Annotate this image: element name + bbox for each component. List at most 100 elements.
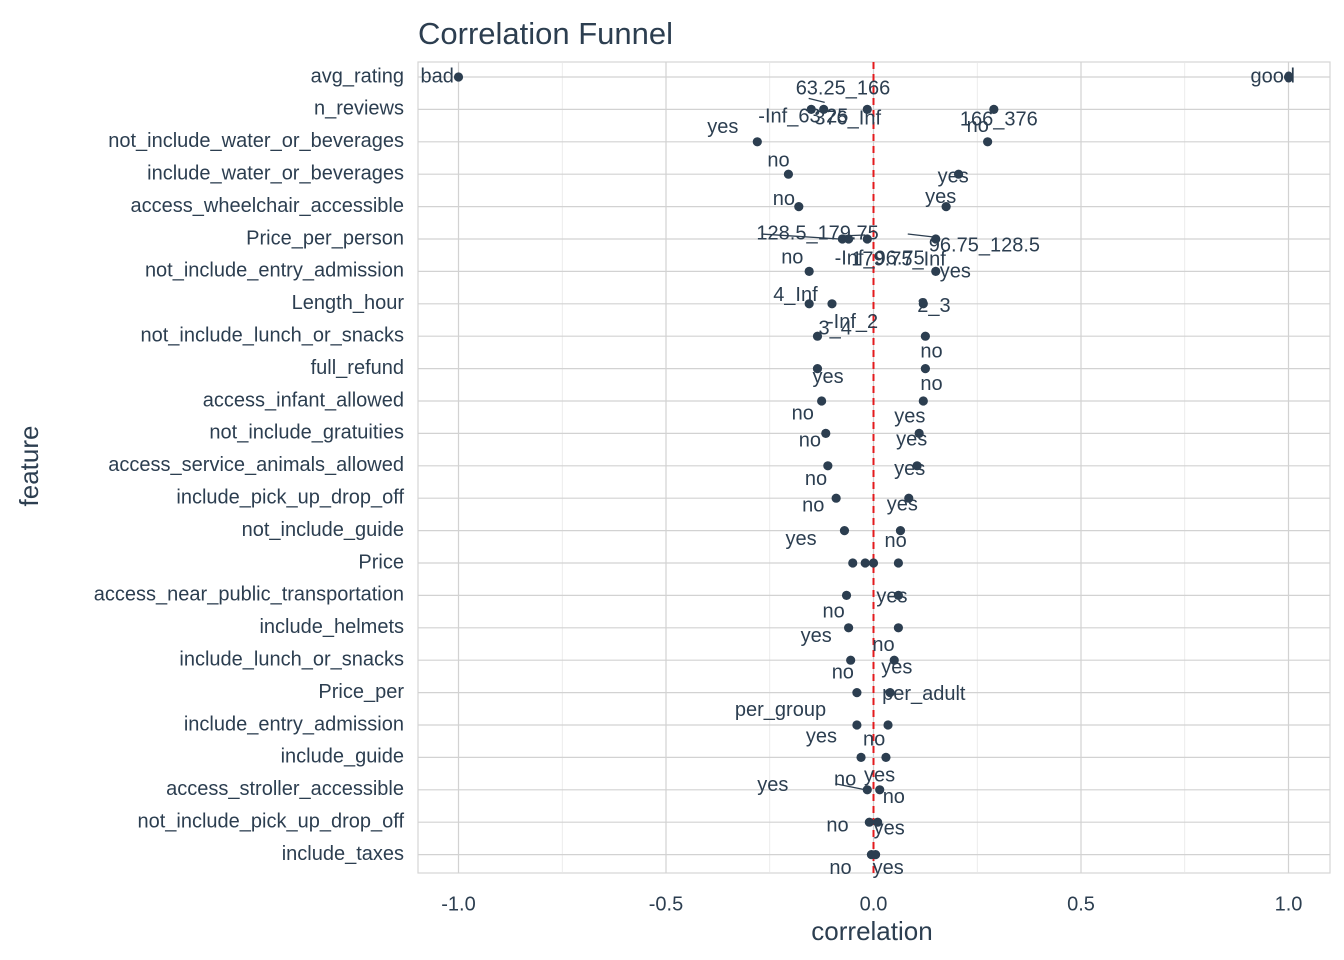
x-tick-label: 1.0 [1275,893,1303,915]
data-point [918,299,928,309]
point-label: yes [786,528,817,550]
y-tick-label: include_water_or_beverages [147,162,404,184]
data-point [904,493,914,503]
point-label: 63.25_166 [796,78,891,100]
y-tick-label: include_taxes [282,843,404,865]
data-point [794,202,804,212]
point-label: no [967,115,989,137]
point-label: no [773,188,795,210]
data-point [817,396,827,406]
data-point [783,169,794,179]
data-point [453,72,464,82]
y-tick-label: not_include_pick_up_drop_off [137,810,404,832]
data-point [846,655,856,665]
y-tick-label: Price [358,551,404,573]
y-tick-label: not_include_water_or_beverages [108,130,404,152]
data-point [821,428,831,438]
y-tick-label: include_guide [281,746,404,768]
x-tick-label: -1.0 [441,893,475,915]
point-label: 179.75_Inf [851,248,946,270]
point-label: 128.5_179.75 [756,222,878,244]
data-point [920,331,930,341]
data-point [885,688,895,698]
y-tick-label: include_pick_up_drop_off [176,486,404,508]
data-point [868,558,879,568]
data-point [983,137,993,147]
data-point [893,558,904,568]
data-point [839,526,850,536]
data-point [920,364,930,374]
x-axis-tick-labels: -1.0 -0.5 0.0 0.5 1.0 [441,893,1302,915]
label-leader-line [835,783,866,791]
y-tick-label: n_reviews [314,98,404,120]
x-tick-label: 0.5 [1067,893,1095,915]
y-tick-label: full_refund [311,357,404,379]
data-point [804,299,814,309]
point-label: no [802,494,824,516]
y-tick-label: include_entry_admission [184,713,404,735]
label-leader-line [761,233,840,240]
data-point [823,461,833,471]
data-point [893,590,904,601]
x-tick-label: 0.0 [860,893,888,915]
y-tick-label: not_include_gratuities [209,422,404,444]
point-label: yes [813,366,844,388]
data-point [852,688,862,698]
data-point [1283,72,1294,82]
point-label: no [885,530,907,552]
point-label: bad [421,65,454,87]
point-label: 2_3 [917,295,950,317]
data-point [848,558,858,568]
point-label: -Inf_63.25 [758,106,848,128]
data-point [873,817,883,827]
data-points [453,72,1294,860]
point-label: yes [757,774,788,796]
x-tick-label: -0.5 [649,893,683,915]
data-point [812,364,823,374]
point-label: yes [707,116,738,138]
data-point [856,752,866,763]
data-point [931,234,941,244]
point-label: per_group [735,699,826,721]
y-tick-label: access_near_public_transportation [94,584,404,606]
data-point [914,428,924,438]
point-label: yes [896,429,927,451]
point-label: yes [864,765,895,787]
point-label: -Inf_2 [827,311,878,333]
point-label: no [823,601,845,623]
data-point [881,752,891,763]
data-point [862,785,872,795]
data-point [883,720,893,730]
data-point [895,526,906,536]
data-point [806,104,816,114]
point-label: no [920,373,942,395]
y-tick-label: access_stroller_accessible [166,778,404,800]
x-axis-label: correlation [811,916,932,946]
data-point [893,623,904,633]
y-axis-label: feature [14,426,44,507]
data-point [889,655,899,665]
point-label: good [1251,65,1296,87]
point-label: 4_Inf [773,284,818,306]
point-label: yes [801,625,832,647]
point-label: yes [874,817,905,839]
point-label: no [767,149,789,171]
point-label: no [829,857,851,879]
y-tick-label: access_service_animals_allowed [108,454,404,476]
data-point [912,461,922,471]
data-point [953,169,964,179]
y-tick-label: access_wheelchair_accessible [131,195,404,217]
data-point [812,331,823,341]
y-tick-label: avg_rating [311,65,404,87]
chart-title: Correlation Funnel [418,16,673,51]
point-label: no [799,430,821,452]
data-point [831,493,841,503]
point-label: no [883,786,905,808]
point-label: no [805,468,827,490]
point-labels: bad good -Inf_63.25 63.25_166 376_Inf 166_376… [421,65,1296,879]
point-label: no [834,769,856,791]
point-label: no [781,247,803,269]
data-point [941,202,951,212]
y-tick-label: not_include_entry_admission [145,260,404,282]
label-leader-line [808,97,825,104]
